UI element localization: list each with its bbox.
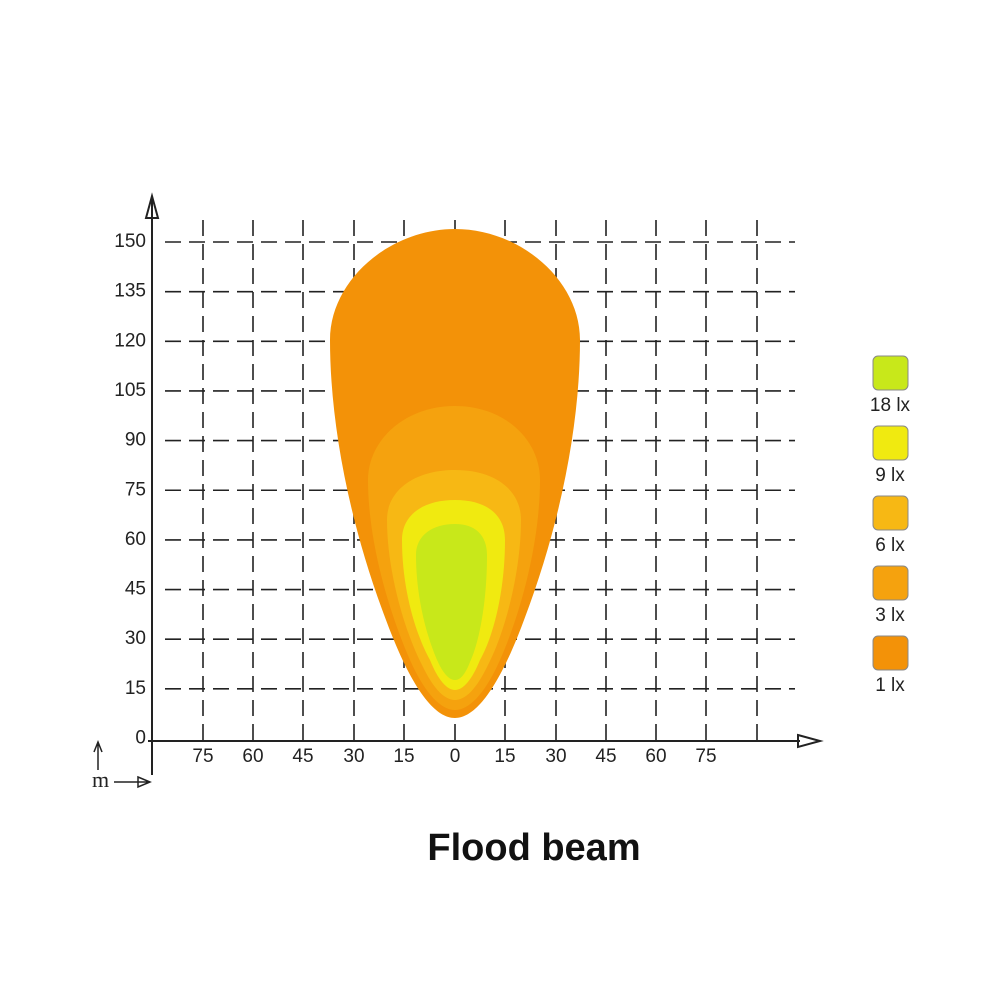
y-tick-label: 105 [114, 380, 146, 401]
legend-swatch [872, 355, 909, 391]
x-tick-label: 15 [393, 746, 414, 767]
y-tick-label: 0 [135, 728, 146, 749]
legend: 18 lx 9 lx 6 lx 3 lx 1 lx [870, 355, 911, 696]
y-tick-label: 135 [114, 281, 146, 302]
x-tick-label: 60 [242, 746, 263, 767]
y-tick-label: 120 [114, 330, 146, 351]
y-tick-label: 45 [125, 579, 146, 600]
legend-label: 18 lx [870, 395, 911, 416]
x-tick-label: 15 [494, 746, 515, 767]
legend-label: 9 lx [875, 465, 905, 486]
x-tick-label: 60 [645, 746, 666, 767]
y-tick-label: 15 [125, 678, 146, 699]
legend-swatch [872, 565, 909, 601]
legend-label: 3 lx [875, 605, 905, 626]
unit-label: m [92, 767, 109, 792]
y-tick-label: 150 [114, 231, 146, 252]
y-tick-label: 90 [125, 430, 146, 451]
x-tick-label: 75 [192, 746, 213, 767]
y-tick-label: 75 [125, 479, 146, 500]
x-tick-label: 45 [292, 746, 313, 767]
x-tick-label: 30 [545, 746, 566, 767]
x-tick-label: 45 [595, 746, 616, 767]
legend-swatch [872, 425, 909, 461]
legend-label: 6 lx [875, 535, 905, 556]
legend-swatch [872, 495, 909, 531]
unit-arrows [93, 739, 152, 789]
y-axis-arrow [144, 192, 160, 219]
x-tick-label: 75 [695, 746, 716, 767]
y-tick-label: 30 [125, 628, 146, 649]
x-tick-label: 0 [450, 746, 461, 767]
legend-label: 1 lx [875, 675, 905, 696]
contour-18lx [416, 524, 487, 680]
y-tick-label: 60 [125, 529, 146, 550]
x-tick-label: 30 [343, 746, 364, 767]
x-axis-arrow [797, 733, 824, 749]
title: Flood beam [427, 827, 640, 869]
legend-swatch [872, 635, 909, 671]
